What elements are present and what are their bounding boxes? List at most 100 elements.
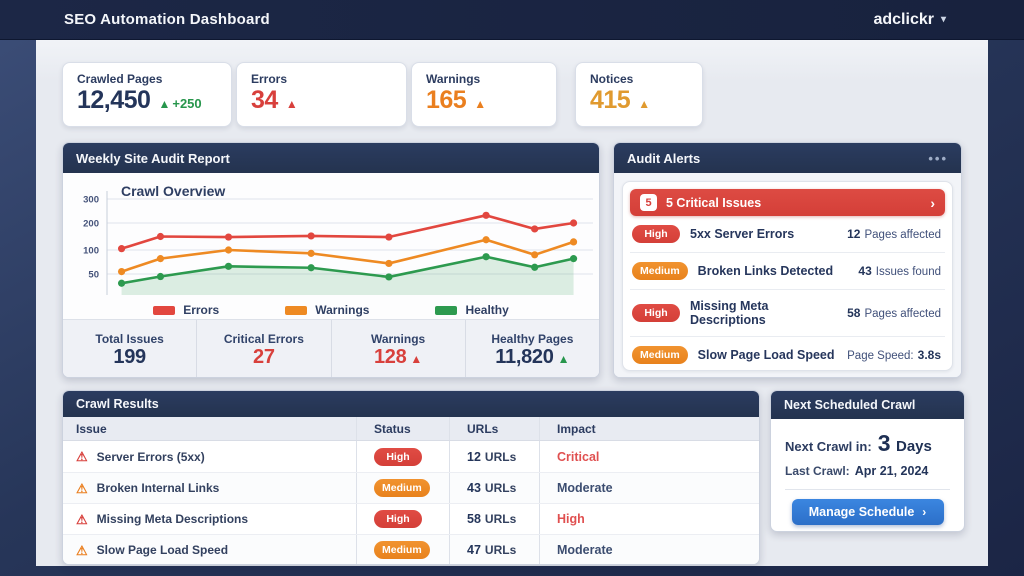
summary-label: Healthy Pages	[491, 331, 574, 346]
urls-cell: 58 URLs	[449, 504, 539, 534]
impact-cell: High	[539, 504, 759, 534]
stat-card-crawled-pages: Crawled Pages 12,450 ▲ +250	[62, 62, 232, 127]
summary-healthy-pages: Healthy Pages 11,820 ▲	[464, 320, 599, 377]
severity-badge: High	[632, 225, 680, 243]
status-badge: Medium	[374, 479, 430, 497]
status-cell: Medium	[356, 535, 449, 564]
stat-label: Errors	[251, 72, 288, 86]
stat-label: Crawled Pages	[77, 72, 163, 86]
status-cell: High	[356, 504, 449, 534]
next-crawl-header: Next Scheduled Crawl	[771, 391, 964, 419]
next-crawl-value: 3	[877, 430, 891, 456]
alert-meta: 12 Pages affected	[847, 227, 941, 241]
alert-meta: 58 Pages affected	[847, 306, 941, 320]
panel-title: Audit Alerts	[627, 150, 701, 166]
urls-unit: URLs	[484, 512, 517, 526]
alert-meta: Page Speed: 3.8s	[847, 348, 941, 362]
urls-count: 58	[467, 512, 481, 526]
line-chart: 300 200 100 50	[83, 191, 593, 295]
status-cell: Medium	[356, 473, 449, 503]
urls-count: 43	[467, 481, 481, 495]
last-crawl-value: Apr 21, 2024	[854, 464, 929, 478]
severity-badge: Medium	[632, 262, 688, 280]
alert-meta-value: 43	[858, 264, 872, 278]
svg-text:50: 50	[88, 270, 99, 281]
critical-count-badge: 5	[640, 194, 657, 211]
brand-menu[interactable]: adclickr ▾	[873, 11, 946, 29]
summary-warnings: Warnings 128 ▲	[330, 320, 465, 377]
table-row[interactable]: ⚠ Slow Page Load Speed Medium 47 URLs Mode…	[63, 534, 759, 564]
arrow-up-icon: ▲	[474, 97, 487, 111]
status-badge: High	[374, 447, 422, 466]
table-row[interactable]: ⚠ Server Errors (5xx) High 12 URLs Critica…	[63, 441, 759, 472]
stat-value: 34	[251, 86, 278, 114]
alert-issue-label: Slow Page Load Speed	[697, 348, 835, 362]
warning-triangle-icon: ⚠	[76, 511, 88, 527]
urls-count: 12	[467, 449, 481, 464]
issue-label: Server Errors (5xx)	[96, 449, 205, 464]
summary-total-issues: Total Issues 199	[63, 320, 196, 377]
impact-label: Moderate	[557, 543, 613, 557]
stat-label: Notices	[590, 72, 634, 86]
next-crawl-unit: Days	[895, 438, 932, 455]
legend-swatch	[285, 305, 308, 315]
critical-issues-banner[interactable]: 5 5 Critical Issues ›	[630, 189, 945, 216]
alert-row[interactable]: Medium Broken Links Detected 43 Issues fo…	[630, 252, 945, 289]
summary-label: Warnings	[371, 331, 426, 346]
stat-card-errors: Errors 34 ▲	[236, 62, 407, 127]
crawl-results-header: Crawl Results	[63, 391, 759, 417]
legend-item-warnings: Warnings	[285, 303, 369, 317]
status-badge: High	[374, 510, 422, 528]
stat-delta: ▲	[474, 97, 486, 111]
stat-delta: ▲ +250	[158, 96, 201, 111]
table-row[interactable]: ⚠ Broken Internal Links Medium 43 URLs Mod…	[63, 472, 759, 503]
impact-cell: Moderate	[539, 535, 759, 564]
alert-meta-value: 12	[847, 227, 861, 241]
next-crawl-body: Next Crawl in: 3 Days Last Crawl: Apr 21…	[771, 419, 964, 525]
manage-schedule-button[interactable]: Manage Schedule ›	[791, 499, 944, 525]
stat-value: 415	[590, 86, 631, 114]
panel-title: Weekly Site Audit Report	[76, 150, 230, 166]
legend-swatch	[153, 305, 176, 315]
alert-issue-label: Broken Links Detected	[697, 264, 834, 278]
table-header-row: Issue Status URLs Impact	[63, 417, 759, 441]
impact-cell: Critical	[539, 441, 759, 472]
summary-critical-errors: Critical Errors 27	[196, 320, 330, 377]
impact-label: Moderate	[557, 481, 613, 495]
stat-card-warnings: Warnings 165 ▲	[411, 62, 557, 127]
next-crawl-panel: Next Scheduled Crawl Next Crawl in: 3 Da…	[770, 390, 965, 532]
alert-meta-suffix: Pages affected	[864, 308, 941, 320]
alert-row[interactable]: High 5xx Server Errors 12 Pages affected	[630, 216, 945, 252]
urls-cell: 43 URLs	[449, 473, 539, 503]
alert-row[interactable]: High Missing Meta Descriptions 58 Pages a…	[630, 289, 945, 336]
urls-unit: URLs	[484, 481, 517, 495]
alert-meta-prefix: Page Speed:	[847, 350, 914, 362]
legend-label: Warnings	[315, 303, 370, 317]
alert-meta-value: 58	[847, 306, 861, 320]
legend-label: Errors	[183, 303, 220, 317]
more-menu-icon[interactable]: •••	[928, 150, 948, 166]
summary-label: Total Issues	[95, 331, 164, 346]
dashboard-content: Crawled Pages 12,450 ▲ +250 Errors 34 ▲ W…	[36, 40, 988, 566]
last-crawl-row: Last Crawl: Apr 21, 2024	[785, 464, 950, 478]
summary-value: 27	[253, 345, 275, 368]
table-row[interactable]: ⚠ Missing Meta Descriptions High 58 URLs H…	[63, 503, 759, 534]
severity-badge: Medium	[632, 346, 688, 364]
chevron-right-icon: ›	[922, 505, 927, 519]
alert-meta-suffix: Issues found	[875, 266, 941, 278]
stat-delta: ▲	[638, 97, 650, 111]
severity-badge: High	[632, 304, 680, 322]
summary-label: Critical Errors	[223, 331, 304, 346]
alerts-body: 5 5 Critical Issues › High 5xx Server Er…	[614, 173, 961, 377]
weekly-audit-panel: Weekly Site Audit Report 300 200 100 50 Cra…	[62, 142, 600, 378]
page-title: SEO Automation Dashboard	[64, 11, 270, 28]
weekly-audit-header: Weekly Site Audit Report	[63, 143, 599, 173]
summary-value: 11,820	[495, 345, 554, 368]
impact-label: Critical	[557, 449, 600, 464]
alert-row[interactable]: Medium Slow Page Load Speed Page Speed: 3…	[630, 336, 945, 373]
svg-text:300: 300	[83, 195, 99, 206]
chart-legend: Errors Warnings Healthy	[63, 301, 599, 319]
alerts-card: 5 5 Critical Issues › High 5xx Server Er…	[622, 181, 953, 371]
arrow-up-icon: ▲	[410, 351, 423, 366]
audit-summary-strip: Total Issues 199 Critical Errors 27 Warn…	[63, 319, 599, 377]
